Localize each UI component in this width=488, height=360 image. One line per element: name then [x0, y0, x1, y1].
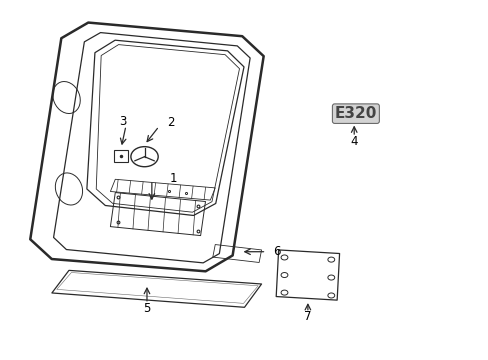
Text: 3: 3 [119, 115, 126, 128]
Text: E320: E320 [334, 106, 376, 121]
Text: 7: 7 [304, 310, 311, 324]
Text: 4: 4 [350, 135, 357, 148]
Text: 6: 6 [272, 245, 280, 258]
Text: 5: 5 [143, 302, 150, 315]
Text: 2: 2 [167, 116, 175, 129]
Text: 1: 1 [170, 172, 177, 185]
